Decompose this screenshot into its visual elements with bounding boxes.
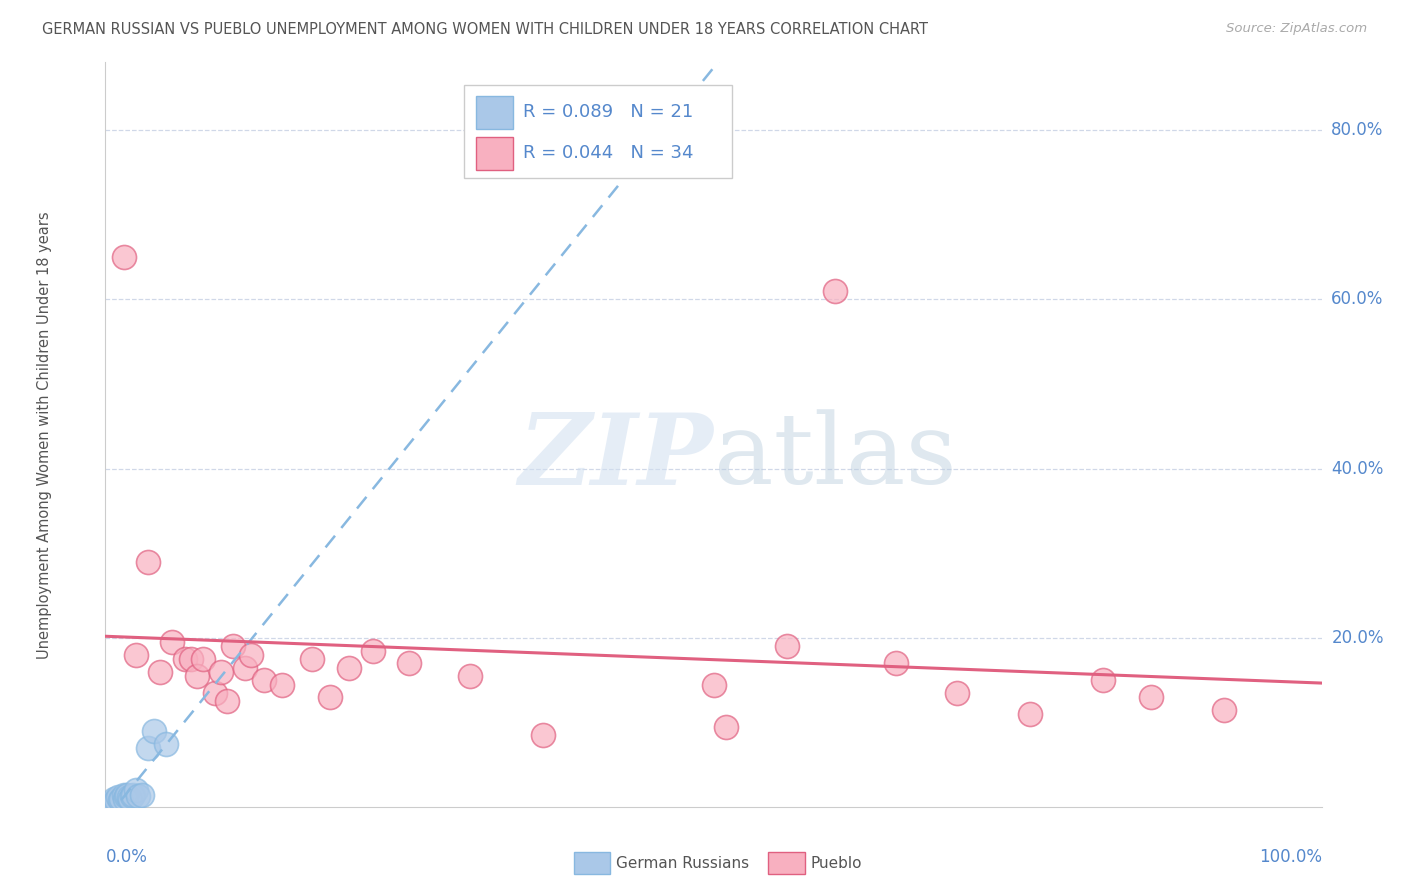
Point (105, 793, 128, 807)
Point (114, 792, 136, 806)
Point (117, 790, 139, 805)
Point (125, 648, 148, 662)
Point (104, 796, 127, 810)
FancyBboxPatch shape (464, 85, 731, 178)
Point (191, 652, 214, 666)
Point (824, 284, 846, 298)
Point (531, 728, 554, 742)
Point (884, 657, 907, 671)
Point (217, 694, 239, 708)
Text: R = 0.089   N = 21: R = 0.089 N = 21 (523, 103, 693, 121)
Point (714, 720, 737, 734)
Bar (477, 137, 513, 170)
Text: 20.0%: 20.0% (1331, 629, 1384, 647)
Point (127, 789, 149, 804)
Point (117, 788, 139, 802)
Text: ZIP: ZIP (519, 409, 713, 506)
Text: Pueblo: Pueblo (811, 855, 862, 871)
Point (222, 640, 245, 654)
Text: 40.0%: 40.0% (1331, 459, 1384, 478)
Point (115, 789, 138, 804)
Point (702, 677, 725, 691)
Point (110, 792, 132, 806)
Point (270, 677, 292, 691)
Point (149, 665, 172, 679)
Point (361, 643, 384, 657)
Point (1213, 703, 1236, 717)
Point (112, 788, 135, 802)
Bar (574, 852, 610, 874)
Point (162, 635, 184, 649)
Point (252, 673, 274, 688)
Text: R = 0.044   N = 34: R = 0.044 N = 34 (523, 145, 693, 162)
Text: Source: ZipAtlas.com: Source: ZipAtlas.com (1226, 22, 1367, 36)
Point (204, 686, 226, 700)
Point (136, 555, 159, 569)
Point (233, 660, 256, 674)
Point (458, 669, 481, 683)
Point (107, 790, 129, 805)
Point (155, 737, 177, 751)
Bar (768, 852, 804, 874)
Point (103, 792, 125, 806)
Text: 80.0%: 80.0% (1331, 121, 1384, 139)
Point (108, 793, 131, 807)
Text: GERMAN RUSSIAN VS PUEBLO UNEMPLOYMENT AMONG WOMEN WITH CHILDREN UNDER 18 YEARS C: GERMAN RUSSIAN VS PUEBLO UNEMPLOYMENT AM… (42, 22, 928, 37)
Point (319, 690, 342, 705)
Point (1018, 707, 1040, 722)
Point (240, 648, 263, 662)
Bar (477, 96, 513, 129)
Point (1091, 673, 1114, 688)
Point (136, 741, 159, 756)
Text: Unemployment Among Women with Children Under 18 years: Unemployment Among Women with Children U… (37, 211, 52, 658)
Point (775, 640, 797, 654)
Text: 100.0%: 100.0% (1258, 848, 1322, 866)
Point (945, 686, 967, 700)
Point (337, 660, 360, 674)
Point (131, 788, 153, 802)
Point (112, 250, 135, 264)
Text: 0.0%: 0.0% (105, 848, 148, 866)
Point (121, 789, 143, 804)
Point (180, 652, 202, 666)
Point (1140, 690, 1163, 705)
Point (143, 724, 166, 739)
Point (209, 665, 232, 679)
Point (122, 788, 145, 802)
Point (186, 669, 208, 683)
Point (125, 783, 148, 797)
Point (100, 796, 122, 810)
Text: German Russians: German Russians (616, 855, 749, 871)
Text: 60.0%: 60.0% (1331, 291, 1384, 309)
Point (301, 652, 323, 666)
Point (173, 652, 195, 666)
Point (398, 657, 420, 671)
Point (118, 792, 141, 806)
Text: atlas: atlas (713, 409, 956, 505)
